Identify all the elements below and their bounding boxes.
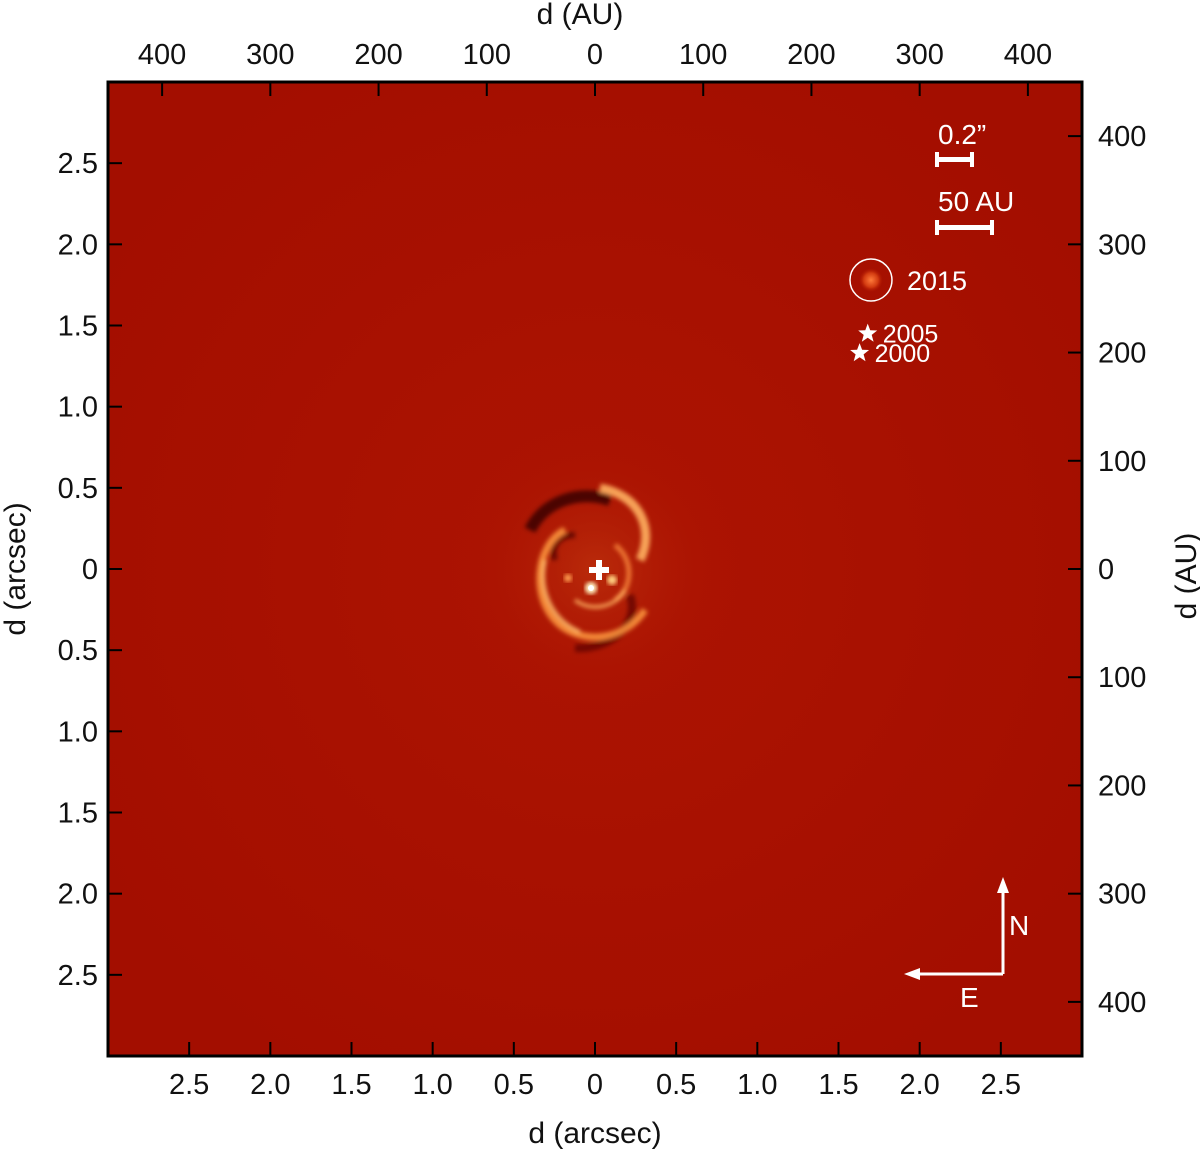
left-tick-label: 1.5: [58, 311, 98, 343]
bottom-tick-label: 0.5: [494, 1069, 534, 1101]
compass-east-label: E: [960, 982, 979, 1013]
left-tick-label: 2.5: [58, 960, 98, 992]
epoch-label: 2000: [875, 340, 931, 368]
right-tick-label: 200: [1098, 338, 1146, 370]
top-tick-label: 200: [787, 39, 835, 71]
right-tick-label: 300: [1098, 879, 1146, 911]
bottom-tick-label: 2.5: [169, 1069, 209, 1101]
scalebar-arcsec: 0.2”: [935, 119, 986, 167]
left-axis-ticks: 2.5 2.0 1.5 1.0 0.5 0 0.5 1.0 1.5 2.0 2.5: [58, 148, 122, 992]
scalebar-arcsec-label: 0.2”: [938, 119, 986, 150]
top-tick-label: 200: [354, 39, 402, 71]
right-tick-label: 0: [1098, 554, 1114, 586]
spiral-disk: [524, 483, 651, 653]
left-tick-label: 2.5: [58, 148, 98, 180]
bottom-tick-label: 0.5: [656, 1069, 696, 1101]
scalebar-au-label: 50 AU: [938, 186, 1014, 217]
epoch-star-icon: [858, 323, 878, 342]
left-tick-label: 1.0: [58, 716, 98, 748]
bottom-axis-title: d (arcsec): [528, 1117, 661, 1150]
right-axis-title: d (AU): [1170, 533, 1200, 620]
right-tick-label: 300: [1098, 229, 1146, 261]
top-tick-label: 300: [895, 39, 943, 71]
scalebar-au: 50 AU: [935, 186, 1014, 235]
left-tick-label: 2.0: [58, 879, 98, 911]
top-tick-label: 0: [587, 39, 603, 71]
left-tick-label: 0.5: [58, 635, 98, 667]
epoch-label: 2015: [907, 266, 967, 296]
left-axis-title: d (arcsec): [0, 502, 32, 635]
right-tick-label: 100: [1098, 662, 1146, 694]
epoch-label: 2005: [883, 321, 939, 349]
epoch-star-icon: [850, 343, 870, 362]
bottom-tick-label: 1.0: [413, 1069, 453, 1101]
right-axis-ticks: 400 300 200 100 0 100 200 300 400: [1068, 121, 1146, 1019]
top-axis-ticks: 400 300 200 100 0 100 200 300 400: [138, 39, 1052, 96]
right-tick-label: 400: [1098, 987, 1146, 1019]
bottom-tick-label: 2.5: [981, 1069, 1021, 1101]
top-tick-label: 100: [463, 39, 511, 71]
top-tick-label: 100: [679, 39, 727, 71]
star-center-marker: [589, 560, 609, 580]
left-tick-label: 0: [82, 554, 98, 586]
left-tick-label: 1.5: [58, 798, 98, 830]
top-tick-label: 400: [1004, 39, 1052, 71]
compass-north-label: N: [1009, 910, 1029, 941]
epoch-circle-marker: [849, 258, 893, 302]
bottom-tick-label: 1.5: [331, 1069, 371, 1101]
right-tick-label: 100: [1098, 446, 1146, 478]
bottom-axis-ticks: 2.5 2.0 1.5 1.0 0.5 0 0.5 1.0 1.5 2.0 2.5: [169, 1042, 1021, 1101]
bottom-tick-label: 1.0: [737, 1069, 777, 1101]
right-tick-label: 200: [1098, 770, 1146, 802]
bottom-tick-label: 2.0: [250, 1069, 290, 1101]
compass: N E: [904, 877, 1029, 1013]
top-tick-label: 300: [246, 39, 294, 71]
left-tick-label: 1.0: [58, 392, 98, 424]
bottom-tick-label: 1.5: [818, 1069, 858, 1101]
top-tick-label: 400: [138, 39, 186, 71]
companion-source: [858, 268, 883, 293]
left-tick-label: 0.5: [58, 473, 98, 505]
right-tick-label: 400: [1098, 121, 1146, 153]
top-axis-title: d (AU): [537, 0, 624, 31]
left-tick-label: 2.0: [58, 229, 98, 261]
bottom-tick-label: 2.0: [900, 1069, 940, 1101]
bottom-tick-label: 0: [587, 1069, 603, 1101]
